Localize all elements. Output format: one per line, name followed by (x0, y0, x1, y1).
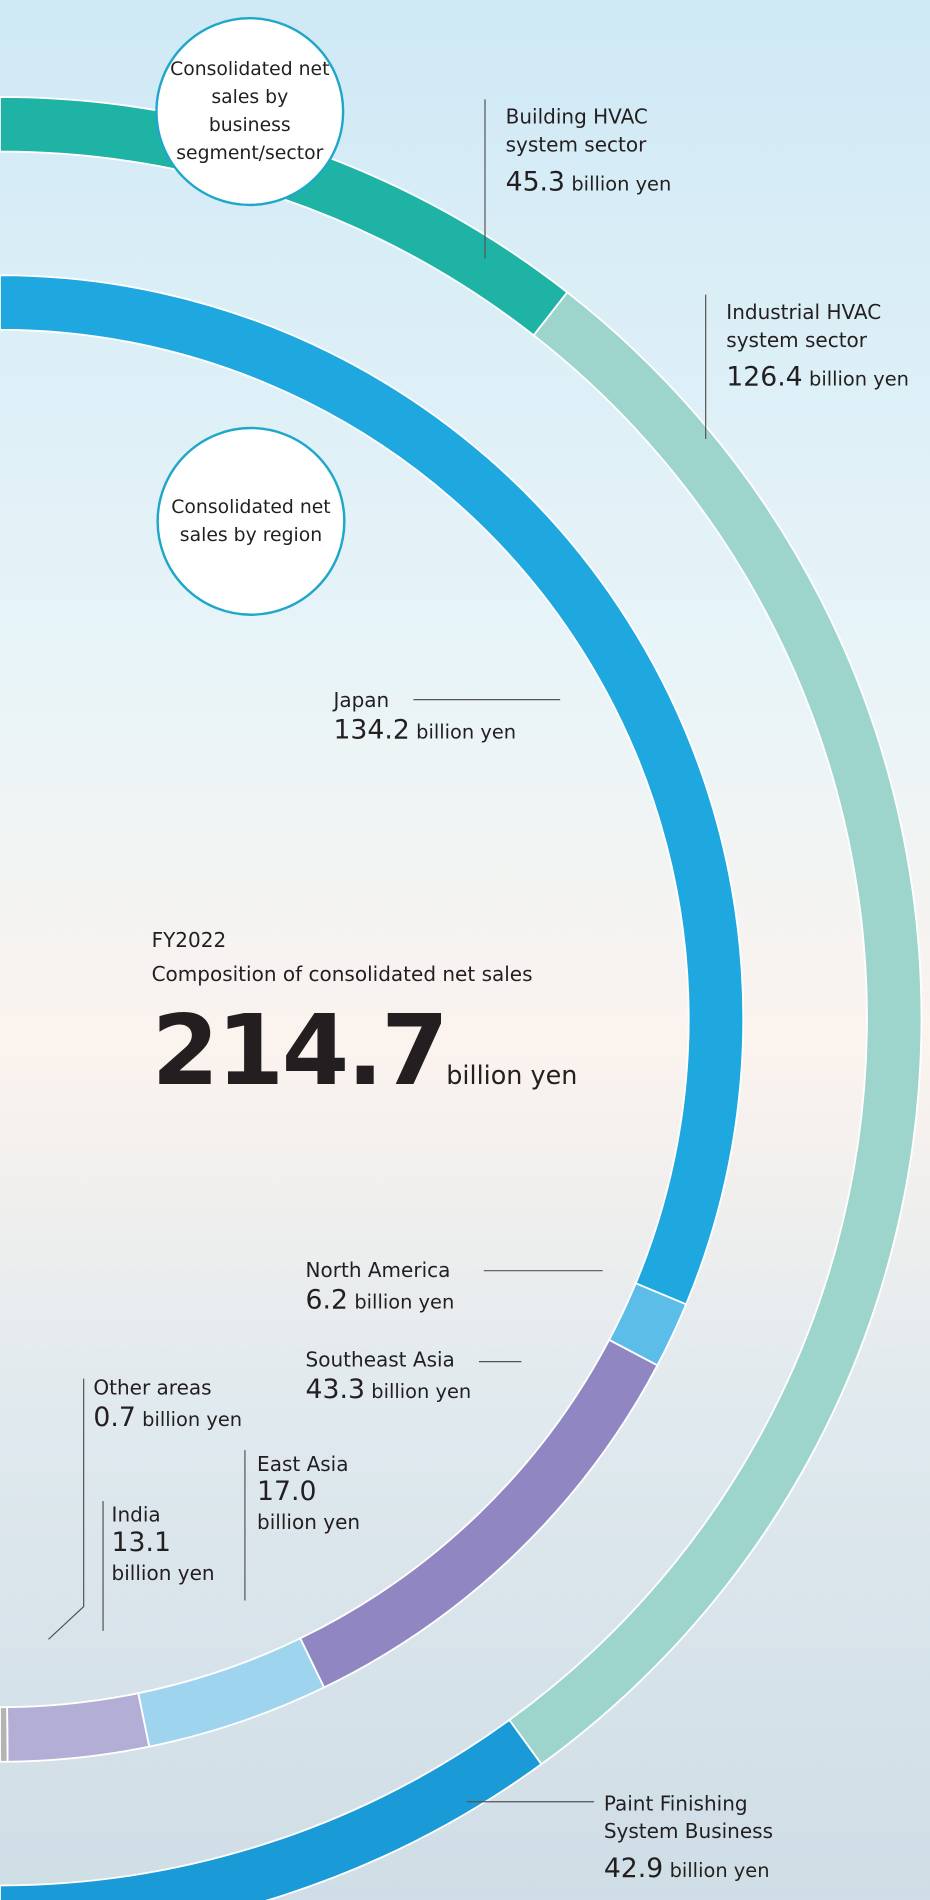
ring-segment (6, 1692, 151, 1763)
value-row: 6.2 billion yen (306, 1286, 549, 1315)
total-value: 214.7 (151, 994, 449, 1108)
segment-label: North America 6.2 billion yen (306, 1256, 549, 1315)
unit-label: billion yen (111, 1561, 215, 1585)
unit-label: billion yen (571, 172, 672, 196)
segment-label: Industrial HVAC system sector 126.4 billi… (726, 298, 930, 393)
value-label: 13.1 (111, 1527, 171, 1559)
category-label: Other areas (93, 1376, 212, 1400)
ring-segment (0, 274, 745, 1306)
value-label: 126.4 (726, 362, 803, 393)
segment-label: India 13.1 billion yen (112, 1501, 258, 1587)
segment-label: Japan 134.2 billion yen (333, 686, 576, 745)
value-row: 126.4 billion yen (726, 364, 930, 393)
value-label: 43.3 (305, 1374, 365, 1406)
ring-title: Consolidated net sales by region (156, 426, 346, 616)
value-row: 42.9 billion yen (604, 1855, 798, 1884)
unit-label: billion yen (809, 367, 909, 391)
segment-label: East Asia 17.0 billion yen (257, 1450, 403, 1536)
ring-segment (137, 1637, 326, 1748)
value-label: 17.0 (257, 1476, 317, 1508)
value-label: 45.3 (505, 167, 566, 198)
category-label: East Asia (257, 1452, 349, 1476)
value-row: 13.1 (111, 1527, 258, 1559)
category-label: North America (305, 1258, 451, 1282)
value-row: 17.0 (257, 1476, 403, 1508)
unit-label: billion yen (416, 720, 517, 744)
center-title: Composition of consolidated net sales (151, 962, 533, 986)
category-label: Industrial HVAC system sector (726, 300, 882, 352)
leader-line (48, 1378, 85, 1640)
ring-segment (0, 1718, 543, 1900)
unit-label: billion yen (669, 1858, 770, 1882)
ring-title: Consolidated net sales by business segme… (155, 16, 345, 207)
category-label: Southeast Asia (305, 1348, 455, 1372)
category-label: India (111, 1503, 161, 1527)
total-row: 214.7billion yen (151, 994, 578, 1108)
segment-label: Southeast Asia 43.3 billion yen (306, 1346, 549, 1405)
total-unit: billion yen (446, 1060, 578, 1091)
segment-label: Paint Finishing System Business 42.9 bill… (604, 1790, 798, 1885)
unit-label: billion yen (354, 1290, 455, 1314)
value-row: 45.3 billion yen (506, 169, 700, 198)
year: FY2022 (151, 928, 227, 952)
value-row: 43.3 billion yen (306, 1376, 549, 1405)
value-label: 0.7 (93, 1402, 136, 1434)
ring-segment (0, 1706, 9, 1763)
unit-label: billion yen (371, 1379, 472, 1403)
value-label: 134.2 (333, 715, 410, 746)
category-label: Paint Finishing System Business (603, 1792, 774, 1843)
value-row: 134.2 billion yen (333, 717, 576, 746)
unit-label: billion yen (257, 1510, 361, 1534)
category-label: Building HVAC system sector (505, 105, 648, 157)
category-label: Japan (333, 688, 390, 712)
value-row: 0.7 billion yen (93, 1404, 336, 1433)
segment-label: Other areas 0.7 billion yen (93, 1374, 336, 1433)
center-text: FY2022 Composition of consolidated net s… (152, 924, 578, 1106)
unit-label: billion yen (142, 1407, 243, 1431)
value-label: 6.2 (305, 1285, 348, 1316)
value-label: 42.9 (603, 1853, 664, 1885)
segment-label: Building HVAC system sector 45.3 billion … (506, 103, 700, 198)
